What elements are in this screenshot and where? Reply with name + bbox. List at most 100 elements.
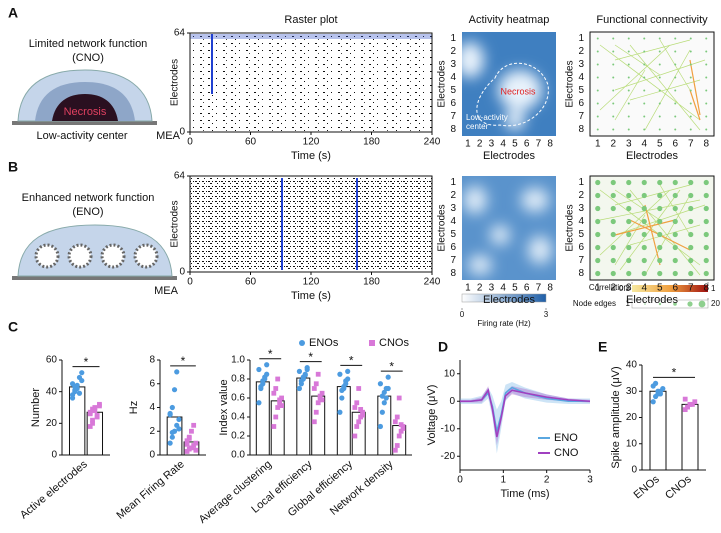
point bbox=[304, 365, 310, 371]
node bbox=[674, 128, 677, 131]
node bbox=[689, 102, 692, 105]
node bbox=[674, 102, 677, 105]
y-tick-label: 1 bbox=[578, 177, 584, 188]
y-tick-label: 7 bbox=[450, 255, 456, 266]
x-tick-label: 6 bbox=[672, 139, 678, 150]
node bbox=[672, 192, 678, 199]
node bbox=[626, 257, 632, 264]
node bbox=[643, 128, 646, 131]
y-tick-label: 0 bbox=[631, 465, 637, 476]
significance: * bbox=[308, 350, 313, 364]
y-tick-label: 0 bbox=[179, 127, 185, 138]
node bbox=[595, 205, 601, 212]
node bbox=[688, 270, 694, 277]
raster-burst bbox=[211, 34, 213, 94]
x-tick-label: 1 bbox=[595, 283, 601, 294]
node bbox=[595, 270, 601, 277]
raster-burst bbox=[356, 178, 358, 270]
node bbox=[643, 89, 646, 92]
x-axis-label: Electrodes bbox=[626, 294, 678, 306]
y-tick-label: 6 bbox=[578, 98, 584, 109]
node bbox=[657, 231, 663, 238]
y-tick-label: 64 bbox=[174, 28, 186, 39]
panel-label: E bbox=[598, 339, 607, 355]
node bbox=[595, 192, 601, 199]
node bbox=[612, 89, 615, 92]
correlation-bar bbox=[632, 285, 708, 292]
x-tick-label: 3 bbox=[489, 139, 495, 150]
point bbox=[171, 387, 178, 393]
point bbox=[87, 411, 93, 417]
node bbox=[705, 50, 708, 53]
raster-texture bbox=[190, 178, 432, 270]
node bbox=[596, 115, 599, 118]
point bbox=[339, 395, 345, 401]
point bbox=[313, 381, 319, 387]
x-tick-label: Active electrodes bbox=[18, 458, 90, 521]
point bbox=[256, 400, 262, 406]
y-tick-label: 3 bbox=[450, 203, 456, 214]
node bbox=[641, 270, 647, 277]
point bbox=[396, 433, 402, 439]
x-tick-label: 0 bbox=[187, 137, 193, 148]
x-axis-label: Time (s) bbox=[291, 290, 331, 302]
x-tick-label: 0 bbox=[457, 475, 463, 486]
y-axis-label: Spike amplitude (μV) bbox=[610, 366, 622, 468]
point bbox=[690, 401, 695, 407]
y-tick-label: 64 bbox=[174, 171, 186, 182]
node bbox=[689, 89, 692, 92]
y-axis-label: Electrodes bbox=[170, 59, 181, 106]
point bbox=[315, 371, 321, 377]
significance: * bbox=[84, 355, 89, 369]
x-tick-label: 5 bbox=[657, 139, 663, 150]
y-tick-label: 0.2 bbox=[231, 431, 245, 442]
node bbox=[627, 63, 630, 66]
node bbox=[627, 89, 630, 92]
point bbox=[396, 395, 402, 401]
point bbox=[379, 409, 385, 415]
x-axis-label: Electrodes bbox=[483, 294, 535, 306]
node bbox=[596, 102, 599, 105]
y-tick-label: 4 bbox=[450, 72, 456, 83]
point bbox=[262, 374, 268, 380]
point bbox=[685, 404, 690, 410]
necrosis-label: Necrosis bbox=[500, 86, 536, 96]
node bbox=[610, 205, 616, 212]
y-tick-label: 8 bbox=[578, 268, 584, 279]
x-tick-label: 2 bbox=[610, 139, 616, 150]
y-axis-label: Voltage (μV) bbox=[426, 385, 438, 446]
y-tick-label: 0 bbox=[149, 450, 155, 461]
x-tick-label: 0 bbox=[187, 277, 193, 288]
node bbox=[626, 205, 632, 212]
node bbox=[626, 218, 632, 225]
y-tick-label: 40 bbox=[626, 360, 638, 371]
y-tick-label: 2 bbox=[450, 46, 456, 57]
bar bbox=[351, 411, 366, 456]
x-tick-label: 6 bbox=[672, 283, 678, 294]
point bbox=[176, 416, 182, 422]
node bbox=[610, 179, 616, 186]
point bbox=[193, 440, 199, 446]
x-tick-label: 1 bbox=[465, 283, 471, 294]
node bbox=[703, 257, 709, 264]
panel-label: B bbox=[8, 159, 18, 175]
x-tick-label: ENOs bbox=[632, 473, 663, 501]
node bbox=[674, 89, 677, 92]
x-tick-label: 2 bbox=[477, 283, 483, 294]
y-tick-label: 0 bbox=[51, 450, 57, 461]
x-tick-label: 8 bbox=[703, 139, 709, 150]
node bbox=[658, 76, 661, 79]
node bbox=[596, 128, 599, 131]
point bbox=[400, 426, 406, 431]
mea-label: MEA bbox=[156, 130, 181, 142]
node bbox=[658, 115, 661, 118]
node bbox=[657, 257, 663, 264]
node bbox=[627, 50, 630, 53]
point bbox=[383, 385, 389, 392]
x-tick-label: 1 bbox=[501, 475, 507, 486]
point bbox=[79, 377, 85, 384]
heatmap-eno bbox=[462, 176, 556, 280]
node bbox=[596, 76, 599, 79]
node bbox=[626, 192, 632, 199]
raster-burst bbox=[281, 178, 283, 270]
